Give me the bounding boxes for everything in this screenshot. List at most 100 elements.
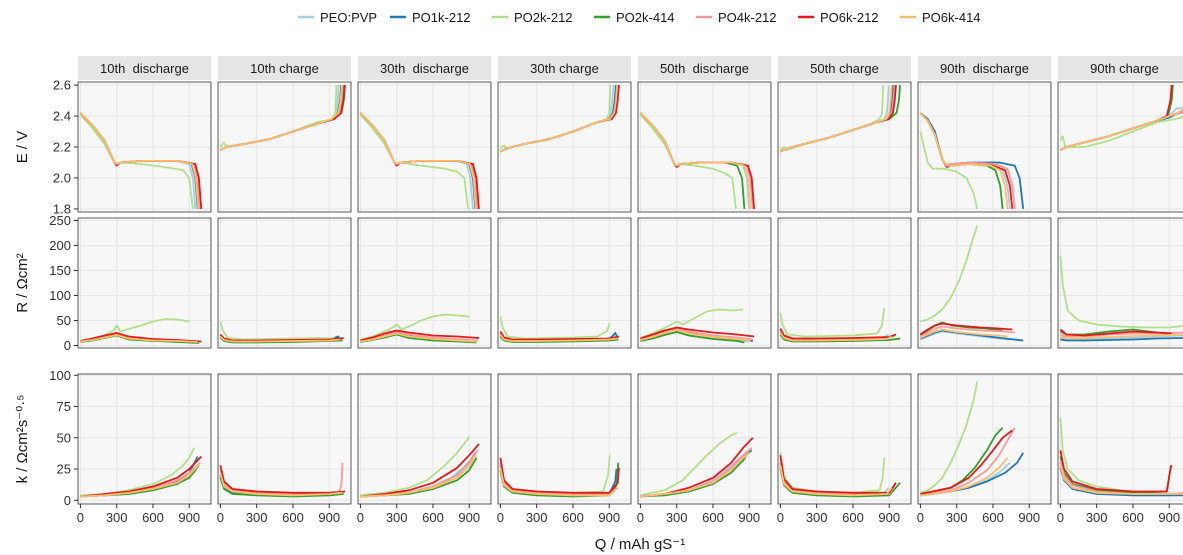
panel-background <box>358 218 491 348</box>
legend-label: PEO:PVP <box>320 10 377 25</box>
series-line <box>1059 108 1183 151</box>
y-tick-label: 50 <box>57 430 71 445</box>
panel-border <box>917 217 1052 349</box>
panel-series-group <box>499 316 620 343</box>
series-line <box>640 452 750 498</box>
x-tick-label: 600 <box>842 510 864 525</box>
x-tick-label: 900 <box>318 510 340 525</box>
facet-strip <box>918 56 1051 80</box>
x-tick-label: 600 <box>282 510 304 525</box>
panel-series-group <box>499 85 620 153</box>
legend-label: PO2k-414 <box>616 10 675 25</box>
x-tick-label: 600 <box>422 510 444 525</box>
series-line <box>499 457 620 494</box>
series-line <box>920 381 979 494</box>
x-tick-label: 0 <box>1057 510 1064 525</box>
series-line <box>1059 467 1183 497</box>
panel-series-group <box>779 85 901 153</box>
panel-series-group <box>640 431 754 498</box>
series-line <box>80 332 202 343</box>
facet-panel <box>218 218 351 348</box>
panel-background <box>498 374 631 504</box>
facet-panel <box>358 82 491 212</box>
panel-border <box>77 373 212 505</box>
series-line <box>640 326 755 340</box>
x-tick-label: 900 <box>1018 510 1040 525</box>
series-line <box>360 329 479 342</box>
series-line <box>360 454 477 498</box>
series-line <box>499 331 620 341</box>
legend-label: PO6k-414 <box>922 10 981 25</box>
x-tick-label: 600 <box>702 510 724 525</box>
panel-border <box>777 217 912 349</box>
x-tick-label: 600 <box>562 510 584 525</box>
facet-strip <box>218 56 351 80</box>
x-tick-label: 300 <box>526 510 548 525</box>
series-line <box>80 455 202 498</box>
legend-entry: PO2k-414 <box>594 10 675 25</box>
series-line <box>499 335 619 343</box>
panel-border <box>777 81 912 213</box>
panel-border <box>637 217 772 349</box>
series-line <box>1060 337 1183 342</box>
facet-strip-label: 90th discharge <box>940 61 1029 76</box>
series-line <box>920 457 1009 497</box>
series-line <box>640 331 745 344</box>
series-line <box>920 328 1008 339</box>
series-line <box>360 332 476 343</box>
panel-border <box>497 81 632 213</box>
y-tick-label: 100 <box>49 368 71 383</box>
series-line <box>640 329 751 342</box>
facet-panel <box>78 82 211 212</box>
series-line <box>499 85 618 153</box>
facet-panel <box>218 82 351 212</box>
facet-panel <box>1058 82 1183 212</box>
series-line <box>640 327 754 341</box>
panel-border <box>917 373 1052 505</box>
series-line <box>360 443 480 498</box>
series-line <box>219 472 342 497</box>
panel-border <box>357 81 492 213</box>
series-line <box>1060 331 1183 338</box>
y-tick-label: 250 <box>49 213 71 228</box>
panel-series-group <box>1059 417 1183 497</box>
panel-series-group <box>640 308 755 344</box>
series-line <box>779 332 893 342</box>
facet-strip <box>358 56 491 80</box>
series-line <box>359 112 477 209</box>
legend: PEO:PVP PO1k-212 PO2k-212 PO2k-414 PO4k-212 P… <box>298 10 981 25</box>
series-line <box>779 455 897 494</box>
series-line <box>640 449 750 498</box>
x-tick-label: 900 <box>878 510 900 525</box>
panel-background <box>218 218 351 348</box>
facet-strip <box>78 56 211 80</box>
panel-background <box>1058 374 1183 504</box>
x-tick-label: 300 <box>386 510 408 525</box>
y-axis-title: R / Ωcm² <box>14 253 31 313</box>
panel-border <box>217 217 352 349</box>
facet-panels <box>77 81 1183 505</box>
facet-strips: 10th discharge 10th charge 30th discharge 3… <box>78 56 1183 80</box>
panel-series-group <box>359 112 480 210</box>
panel-series-group <box>639 112 755 210</box>
series-line <box>1059 115 1183 148</box>
y-tick-label: 0 <box>64 493 71 508</box>
facet-panel <box>218 374 351 504</box>
y-tick-label: 2.0 <box>53 170 71 185</box>
legend-entry: PO6k-212 <box>798 10 879 25</box>
facet-panel <box>358 218 491 348</box>
panel-series-group <box>1059 85 1183 151</box>
legend-entry: PO6k-414 <box>900 10 981 25</box>
panel-series-group <box>360 313 479 344</box>
panel-border <box>77 217 212 349</box>
panel-background <box>778 374 911 504</box>
facet-panel <box>778 374 911 504</box>
y-tick-label: 2.6 <box>53 78 71 93</box>
y-tick-label: 1.8 <box>53 201 71 216</box>
panel-border <box>917 81 1052 213</box>
x-tick-label: 0 <box>777 510 784 525</box>
y-tick-label: 0 <box>64 338 71 353</box>
panel-series-group <box>779 307 901 343</box>
series-line <box>219 477 344 498</box>
facet-strip <box>638 56 771 80</box>
